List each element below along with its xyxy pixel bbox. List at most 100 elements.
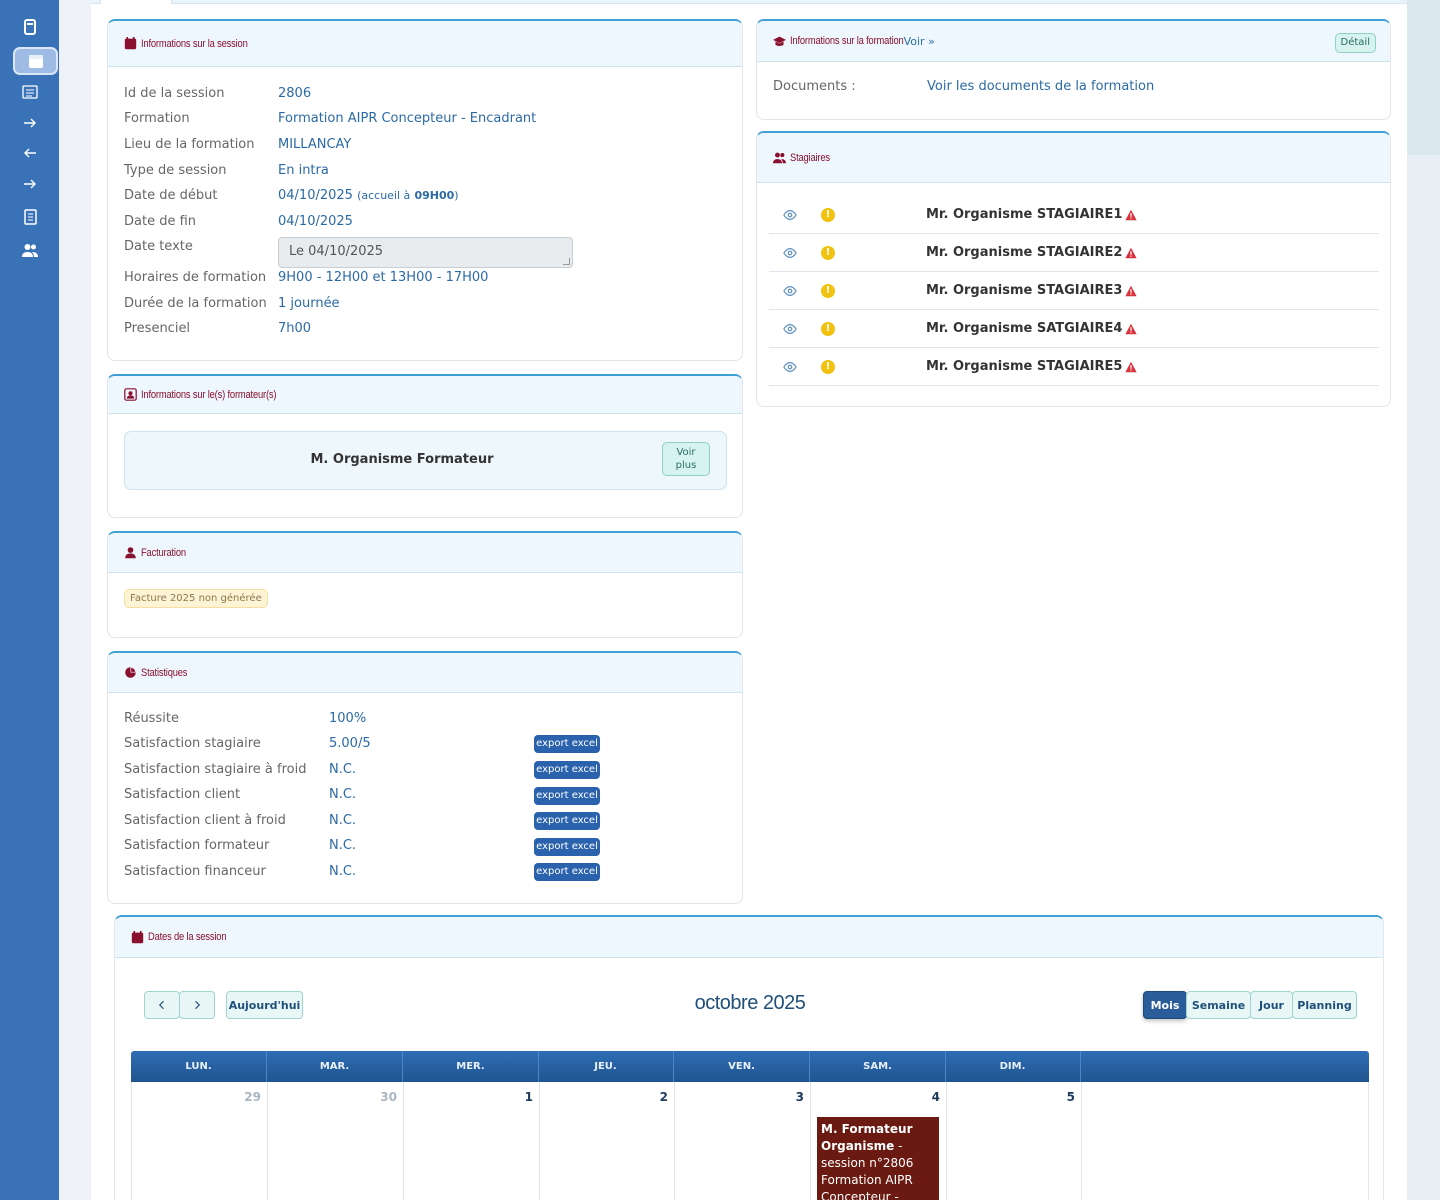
warning-icon (1125, 247, 1138, 258)
formation-link[interactable]: Formation AIPR Concepteur - Encadrant (278, 111, 537, 126)
card-title: Informations sur le(s) formateur(s) (141, 388, 277, 401)
eye-icon[interactable] (783, 208, 797, 222)
day-cell[interactable]: 2 (539, 1082, 675, 1200)
chevron-left-icon (158, 1000, 164, 1010)
start-date-row: Date de début 04/10/2025 (accueil à 09H00… (124, 188, 459, 203)
trainee-cold-satisfaction-row: Satisfaction stagiaire à froid N.C. (124, 762, 357, 777)
tab-active[interactable] (100, 0, 172, 4)
trainee-row: ! Mr. Organisme SATGIAIRE4 (769, 310, 1379, 348)
card-header: Dates de la session (115, 917, 1383, 958)
export-excel-button[interactable]: export excel (534, 735, 600, 753)
tab-bar (91, 0, 1407, 4)
card-header: Statistiques (108, 653, 742, 693)
card-title: Informations sur la formation (790, 35, 904, 47)
presentiel-row: Presenciel 7h00 (124, 321, 312, 336)
export-excel-button[interactable]: export excel (534, 787, 600, 805)
duration-row: Durée de la formation 1 journée (124, 296, 340, 311)
day-cell[interactable]: 5 (946, 1082, 1082, 1200)
book-icon[interactable] (0, 13, 59, 41)
session-info-card: Informations sur la session Id de la ses… (107, 19, 743, 361)
trainer-item: M. Organisme Formateur Voir plus (124, 431, 727, 490)
graduation-cap-icon (773, 36, 786, 46)
card-header: Stagiaires (757, 133, 1390, 183)
card-header: Informations sur le(s) formateur(s) (108, 376, 742, 414)
user-icon (125, 547, 136, 559)
statistics-card: Statistiques Réussite 100% Satisfaction s… (107, 651, 743, 904)
day-cell[interactable]: 30 (268, 1082, 404, 1200)
calendar-icon[interactable] (6, 47, 65, 75)
billing-card: Facturation Facture 2025 non générée (107, 531, 743, 638)
trainee-row: ! Mr. Organisme STAGIAIRE3 (769, 272, 1379, 310)
info-icon[interactable]: ! (821, 208, 835, 222)
trainer-satisfaction-row: Satisfaction formateur N.C. (124, 838, 357, 853)
detail-button[interactable]: Détail (1334, 33, 1376, 53)
weekday-header: MAR. (267, 1051, 403, 1082)
trainee-name[interactable]: Mr. Organisme STAGIAIRE1 (926, 207, 1138, 222)
info-icon[interactable]: ! (821, 246, 835, 260)
day-cell[interactable]: 29 (132, 1082, 268, 1200)
export-excel-button[interactable]: export excel (534, 863, 600, 881)
training-info-card: Informations sur la formation Voir » Dét… (756, 19, 1391, 120)
sidebar (0, 0, 59, 1200)
id-badge-icon (124, 388, 137, 401)
success-rate-row: Réussite 100% (124, 711, 367, 726)
users-icon[interactable] (0, 236, 59, 264)
view-day-button[interactable]: Jour (1250, 991, 1293, 1019)
info-icon[interactable]: ! (821, 284, 835, 298)
weekday-header: VEN. (674, 1051, 810, 1082)
arrow-right-icon[interactable] (0, 109, 59, 137)
day-cell[interactable]: 1 (404, 1082, 540, 1200)
view-month-button[interactable]: Mois (1143, 991, 1187, 1019)
end-date-row: Date de fin 04/10/2025 (124, 214, 353, 229)
see-more-button[interactable]: Voir plus (662, 442, 710, 476)
warning-icon (1125, 285, 1138, 296)
weekday-header: SAM. (810, 1051, 946, 1082)
sidebar-active-indicator (13, 47, 58, 75)
export-excel-button[interactable]: export excel (534, 812, 600, 830)
weekday-header: DIM. (945, 1051, 1081, 1082)
trainee-name[interactable]: Mr. Organisme STAGIAIRE5 (926, 359, 1138, 374)
documents-row: Documents : Voir les documents de la form… (773, 79, 1155, 94)
trainee-name[interactable]: Mr. Organisme STAGIAIRE3 (926, 283, 1138, 298)
arrow-left-icon[interactable] (0, 139, 59, 167)
today-button[interactable]: Aujourd'hui (226, 991, 303, 1019)
info-icon[interactable]: ! (821, 322, 835, 336)
date-text-field[interactable]: Le 04/10/2025 (278, 237, 573, 268)
see-training-link[interactable]: Voir » (903, 34, 935, 48)
export-excel-button[interactable]: export excel (534, 838, 600, 856)
list-icon[interactable] (0, 78, 59, 106)
eye-icon[interactable] (783, 246, 797, 260)
users-icon (773, 152, 786, 164)
trainer-name: M. Organisme Formateur (310, 452, 494, 467)
export-excel-button[interactable]: export excel (534, 761, 600, 779)
info-icon[interactable]: ! (821, 360, 835, 374)
notebook-icon[interactable] (0, 203, 59, 231)
documents-link[interactable]: Voir les documents de la formation (927, 79, 1155, 94)
calendar-icon (124, 37, 137, 50)
next-button[interactable] (179, 991, 215, 1019)
trainee-name[interactable]: Mr. Organisme SATGIAIRE4 (926, 321, 1138, 336)
warning-icon (1125, 361, 1138, 372)
calendar-event[interactable]: M. Formateur Organisme - session n°2806 F… (817, 1117, 939, 1200)
trainers-card: Informations sur le(s) formateur(s) M. O… (107, 374, 743, 518)
card-title: Stagiaires (790, 151, 830, 164)
dashboard-icon[interactable] (0, 0, 59, 14)
day-cell[interactable]: 3 (675, 1082, 811, 1200)
eye-icon[interactable] (783, 360, 797, 374)
arrow-right-icon[interactable] (0, 170, 59, 198)
prev-button[interactable] (144, 991, 180, 1019)
calendar-header: LUN. MAR. MER. JEU. VEN. SAM. DIM. (131, 1051, 1369, 1082)
eye-icon[interactable] (783, 322, 797, 336)
day-cell[interactable]: 4 M. Formateur Organisme - session n°280… (811, 1082, 947, 1200)
trainee-name[interactable]: Mr. Organisme STAGIAIRE2 (926, 245, 1138, 260)
formation-row: Formation Formation AIPR Concepteur - Enc… (124, 111, 537, 126)
view-week-button[interactable]: Semaine (1186, 991, 1251, 1019)
session-id-row: Id de la session 2806 (124, 86, 312, 101)
funder-satisfaction-row: Satisfaction financeur N.C. (124, 864, 357, 879)
trainees-card: Stagiaires ! Mr. Organisme STAGIAIRE1 ! … (756, 131, 1391, 407)
hours-row: Horaires de formation 9H00 - 12H00 et 13H… (124, 270, 489, 285)
view-planning-button[interactable]: Planning (1292, 991, 1357, 1019)
eye-icon[interactable] (783, 284, 797, 298)
date-text-row: Date texte (124, 239, 193, 254)
trainee-row: ! Mr. Organisme STAGIAIRE5 (769, 348, 1379, 386)
